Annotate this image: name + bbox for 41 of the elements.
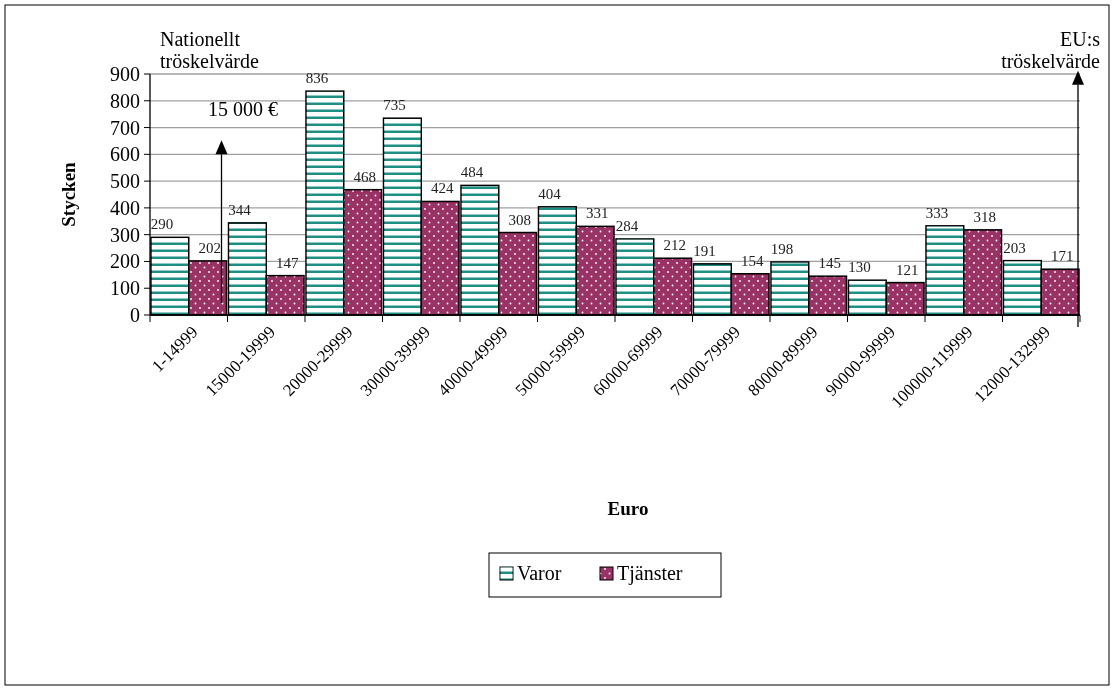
data-label: 203 bbox=[1003, 239, 1026, 256]
data-label: 121 bbox=[895, 261, 919, 278]
text: Nationellt tröskelvärde bbox=[160, 28, 259, 72]
data-label: 290 bbox=[150, 216, 174, 233]
data-label: 484 bbox=[460, 164, 484, 181]
data-label: 836 bbox=[305, 70, 329, 87]
data-label: 145 bbox=[818, 255, 841, 272]
data-label: 468 bbox=[353, 168, 376, 185]
y-tick-label: 800 bbox=[110, 89, 140, 112]
legend-label: Varor bbox=[517, 562, 562, 584]
data-label: 130 bbox=[848, 259, 871, 276]
data-label: 404 bbox=[538, 185, 562, 202]
y-tick-label: 600 bbox=[110, 143, 140, 166]
y-axis-title: Stycken bbox=[58, 161, 79, 227]
data-label: 331 bbox=[585, 205, 609, 222]
data-label: 202 bbox=[198, 239, 221, 256]
data-label: 212 bbox=[663, 237, 686, 254]
y-tick-label: 100 bbox=[110, 277, 140, 300]
data-label: 333 bbox=[925, 204, 949, 221]
text: EU:s tröskelvärde bbox=[1001, 28, 1101, 72]
data-label: 318 bbox=[973, 208, 996, 225]
y-tick-label: 500 bbox=[110, 170, 140, 193]
y-tick-label: 400 bbox=[110, 196, 140, 219]
y-tick-label: 0 bbox=[130, 304, 140, 326]
data-label: 147 bbox=[275, 254, 299, 271]
y-tick-label: 700 bbox=[110, 116, 140, 139]
data-label: 154 bbox=[740, 252, 764, 269]
data-label: 308 bbox=[508, 211, 531, 228]
data-label: 284 bbox=[615, 217, 639, 234]
annotation: 15 000 € bbox=[208, 98, 278, 120]
data-label: 424 bbox=[430, 180, 454, 197]
data-label: 344 bbox=[228, 201, 252, 218]
data-label: 191 bbox=[693, 242, 716, 259]
y-tick-label: 200 bbox=[110, 250, 140, 273]
y-tick-label: 300 bbox=[110, 223, 140, 246]
data-label: 198 bbox=[770, 240, 794, 257]
x-axis-title: Euro bbox=[607, 498, 649, 519]
data-label: 171 bbox=[1050, 248, 1074, 265]
legend-label: Tjänster bbox=[617, 562, 683, 585]
y-tick-label: 900 bbox=[110, 63, 140, 85]
data-label: 735 bbox=[383, 97, 406, 114]
